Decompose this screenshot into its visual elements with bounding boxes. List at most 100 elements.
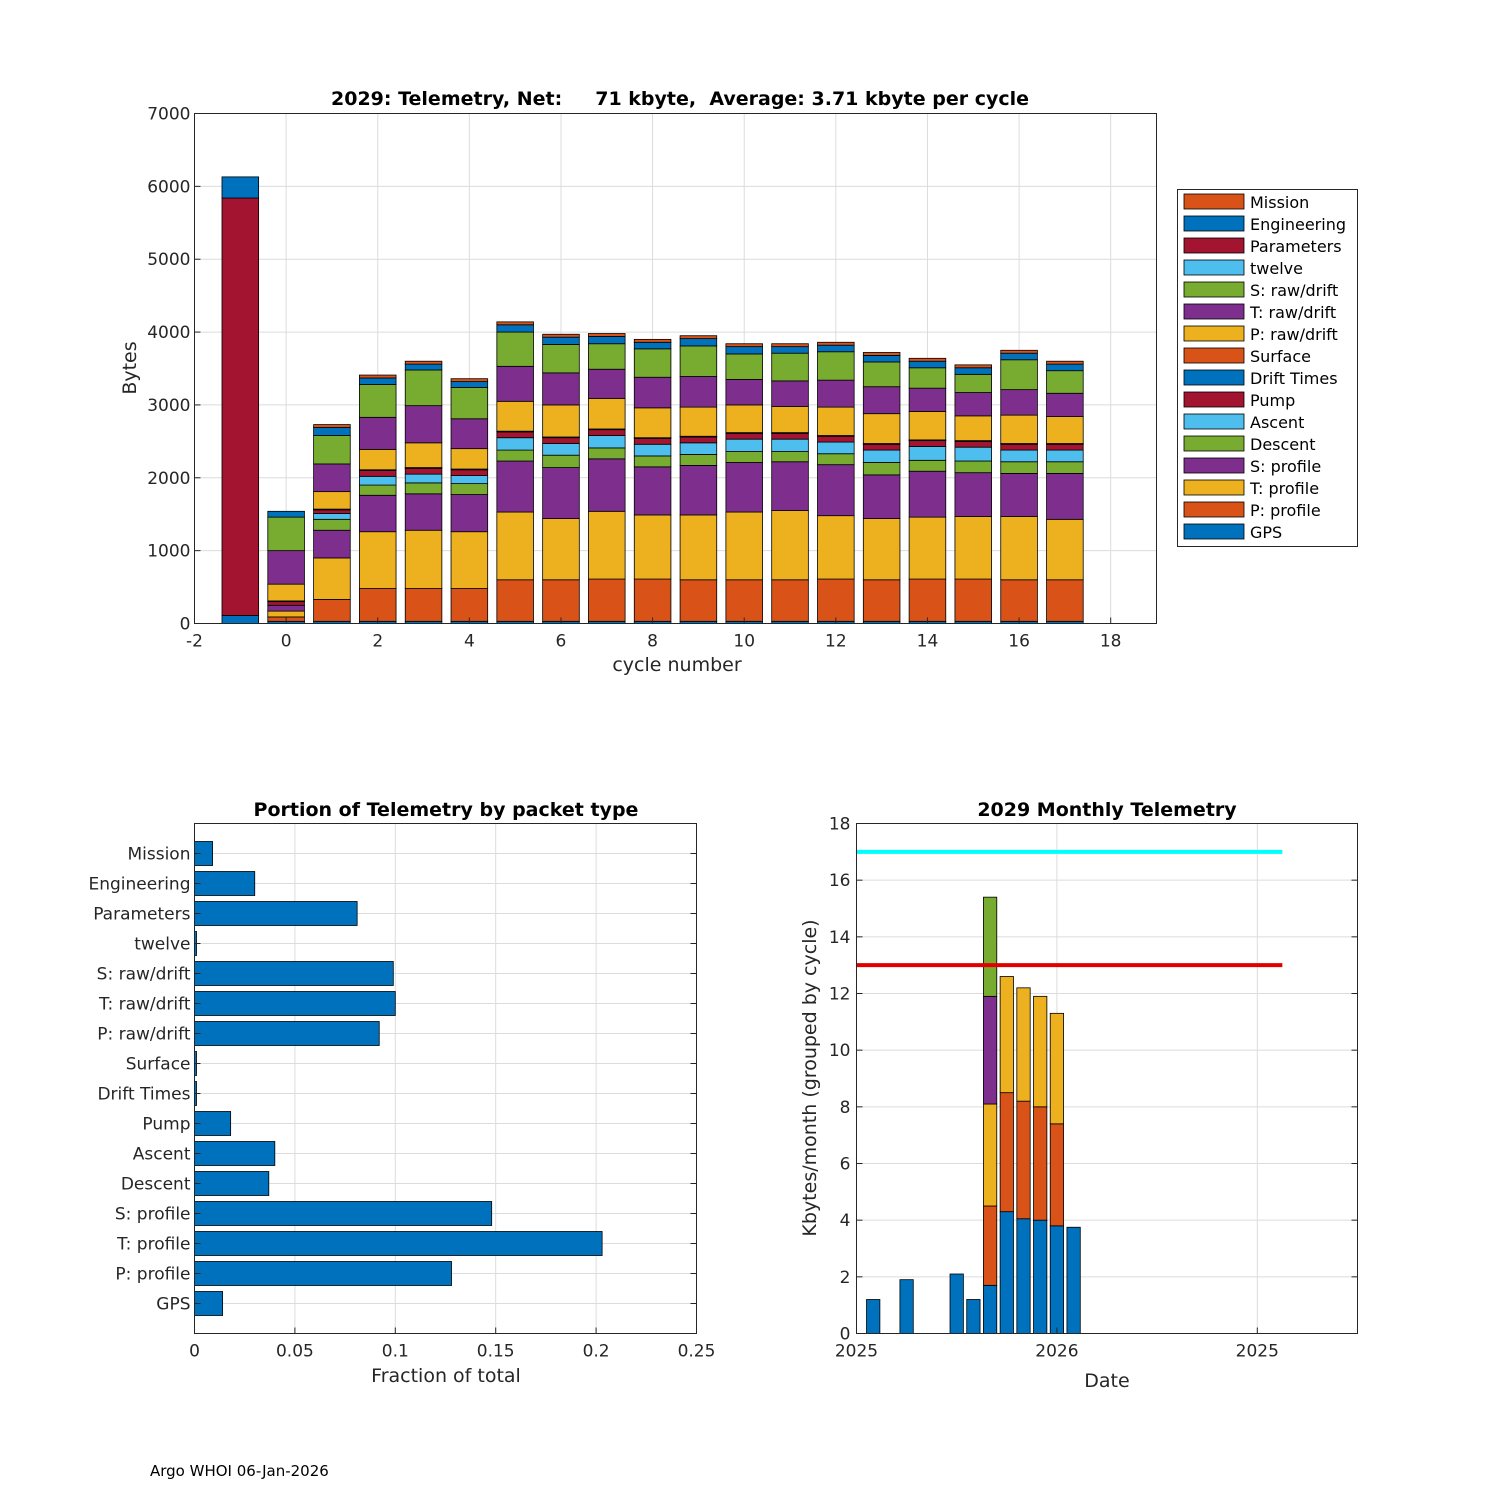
- bl-chart-axes-box: [194, 823, 697, 1334]
- bar-segment-t-profile: [313, 557, 351, 600]
- bar-segment-pump: [725, 432, 763, 440]
- br-y-tick-label: 18: [829, 815, 851, 835]
- bar-segment-pump: [817, 435, 855, 443]
- bar-segment-p-profile: [588, 578, 626, 622]
- bl-y-tick-label: S: profile: [115, 1205, 191, 1225]
- bar-segment-pump: [359, 470, 397, 477]
- bar-segment-mission: [954, 364, 992, 369]
- fraction-bar-p-raw-drift: [194, 1021, 380, 1046]
- bar-segment-ascent: [588, 435, 626, 449]
- bar-segment-engineering: [633, 341, 672, 350]
- bar-segment-engineering: [404, 363, 443, 371]
- br-chart-title: 2029 Monthly Telemetry: [977, 799, 1237, 821]
- bar-segment-engineering: [496, 324, 534, 333]
- bl-y-tick-label: Drift Times: [97, 1085, 190, 1105]
- bar-segment-ascent: [679, 442, 718, 455]
- bar-segment-mission: [862, 352, 901, 356]
- monthly-bar-segment-blue: [1066, 1226, 1081, 1334]
- br-y-tick-label: 6: [840, 1155, 851, 1175]
- legend-swatch-mission: [1183, 193, 1245, 210]
- bar-segment-ascent: [633, 443, 672, 457]
- bar-segment-t-profile: [725, 511, 763, 581]
- bar-segment-p-raw-drift: [1046, 416, 1084, 444]
- bar-segment-descent: [496, 449, 534, 462]
- bar-segment-p-raw-drift: [404, 442, 443, 468]
- bar-segment-s-raw-drift: [908, 367, 947, 389]
- bar-segment-s-raw-drift: [450, 387, 489, 420]
- bar-segment-ascent: [954, 446, 992, 462]
- bar-segment-descent: [404, 482, 443, 495]
- legend-label-p-raw-drift: P: raw/drift: [1250, 325, 1338, 344]
- top-x-tick-label: 18: [1100, 632, 1122, 652]
- bar-segment-mission: [817, 341, 855, 346]
- bar-segment-p-raw-drift: [633, 407, 672, 439]
- br-y-tick-label: 10: [829, 1041, 851, 1061]
- bar-segment-engineering: [1000, 352, 1038, 361]
- footer-credit: Argo WHOI 06-Jan-2026: [150, 1462, 329, 1480]
- bar-segment-p-profile: [359, 588, 397, 622]
- top-x-tick-label: 12: [825, 632, 847, 652]
- bar-segment-s-raw-drift: [1046, 370, 1084, 394]
- bl-y-tick-label: Descent: [121, 1175, 191, 1195]
- bar-segment-p-raw-drift: [267, 583, 305, 602]
- bar-segment-t-profile: [908, 516, 947, 580]
- legend-label-surface: Surface: [1250, 347, 1311, 366]
- bar-segment-s-profile: [725, 462, 763, 513]
- bar-segment-s-raw-drift: [817, 351, 855, 381]
- bar-segment-engineering: [1046, 363, 1084, 372]
- bar-segment-mission: [542, 333, 580, 338]
- fraction-bar-descent: [194, 1171, 270, 1196]
- bar-segment-s-raw-drift: [359, 384, 397, 418]
- bar-segment-p-raw-drift: [908, 411, 947, 441]
- bl-x-tick-label: 0.15: [477, 1342, 515, 1362]
- br-y-tick-label: 12: [829, 985, 851, 1005]
- bar-segment-mission: [359, 374, 397, 379]
- legend-swatch-s-profile: [1183, 457, 1245, 474]
- bar-segment-s-raw-drift: [267, 516, 305, 552]
- bl-y-tick-label: Pump: [142, 1115, 190, 1135]
- monthly-bar-segment-blue: [1033, 1219, 1048, 1334]
- bl-y-tick-label: Engineering: [89, 875, 191, 895]
- bl-chart-title: Portion of Telemetry by packet type: [254, 799, 639, 821]
- bar-segment-p-profile: [404, 588, 443, 622]
- top-y-tick-label: 4000: [147, 323, 190, 343]
- bar-segment-s-profile: [313, 529, 351, 559]
- bar-segment-s-raw-drift: [862, 361, 901, 388]
- bar-segment-engineering: [908, 360, 947, 369]
- monthly-bar-segment-yellow: [1033, 995, 1048, 1108]
- monthly-bar-segment-orange: [1049, 1123, 1064, 1227]
- bar-segment-mission: [496, 321, 534, 326]
- bar-segment-s-raw-drift: [313, 435, 351, 465]
- bar-segment-s-raw-drift: [725, 353, 763, 380]
- bar-segment-t-raw-drift: [1000, 389, 1038, 416]
- bar-segment-pump: [633, 438, 672, 445]
- top-x-tick-label: 10: [733, 632, 755, 652]
- bar-segment-t-profile: [1000, 516, 1038, 581]
- bar-segment-ascent: [404, 473, 443, 484]
- br-y-tick-label: 2: [840, 1268, 851, 1288]
- br-y-tick-label: 4: [840, 1211, 851, 1231]
- legend-swatch-parameters: [1183, 237, 1245, 254]
- bl-y-tick-label: Ascent: [133, 1145, 191, 1165]
- legend-swatch-drift-times: [1183, 369, 1245, 386]
- monthly-bar-segment-yellow: [1016, 987, 1031, 1102]
- bar-segment-p-profile: [313, 599, 351, 622]
- bl-y-tick-label: Surface: [126, 1055, 191, 1075]
- legend-label-gps: GPS: [1250, 523, 1282, 542]
- bar-segment-t-profile: [954, 516, 992, 580]
- fraction-bar-s-profile: [194, 1201, 493, 1226]
- br-chart-xlabel: Date: [1084, 1370, 1129, 1392]
- fraction-bar-p-profile: [194, 1261, 452, 1286]
- monthly-telemetry-chart: 2029 Monthly Telemetry 0 2 4 6 8 10 12 14 16 18 20…: [799, 799, 1358, 1392]
- bar-segment-engineering: [771, 346, 809, 354]
- top-x-tick-label: -2: [186, 632, 203, 652]
- bar-segment-ascent: [1046, 449, 1084, 463]
- legend-swatch-t-profile: [1183, 479, 1245, 496]
- bar-segment-pump: [862, 443, 901, 451]
- bar-segment-s-raw-drift: [633, 348, 672, 378]
- bar-segment-p-profile: [496, 579, 534, 622]
- bar-segment-t-profile: [359, 531, 397, 589]
- bar-segment-t-raw-drift: [542, 372, 580, 406]
- bar-segment-pump: [954, 440, 992, 448]
- bar-segment-p-profile: [679, 579, 718, 622]
